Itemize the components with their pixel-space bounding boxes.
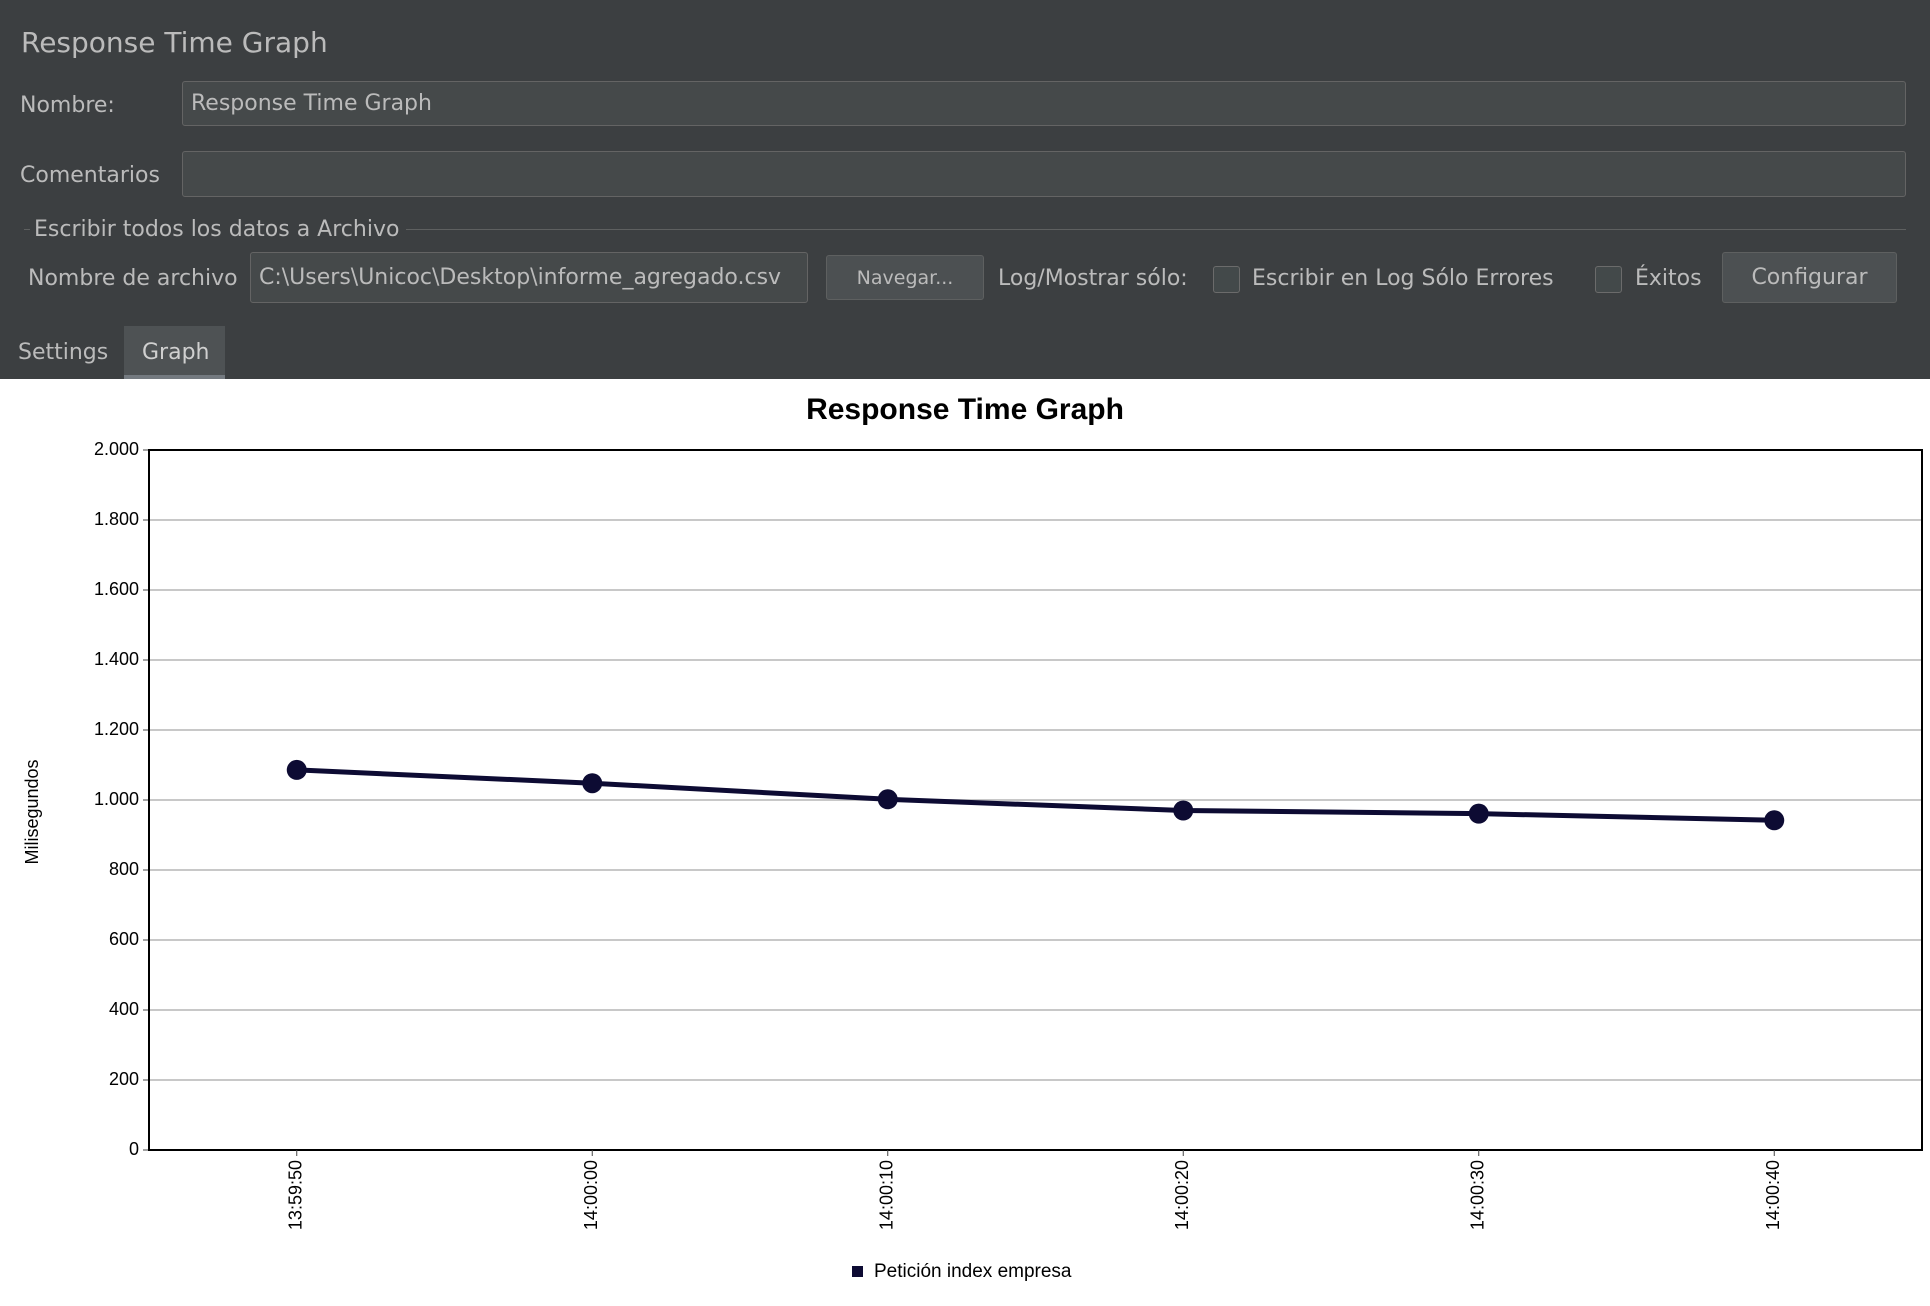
- series-line: [296, 767, 1775, 823]
- y-tick-label: 1.600: [94, 579, 139, 599]
- plot-frame: [148, 449, 1923, 1151]
- x-tick-label: 14:00:30: [1468, 1160, 1488, 1230]
- name-input[interactable]: Response Time Graph: [182, 81, 1906, 126]
- legend-swatch: [852, 1266, 863, 1277]
- tab-label: Graph: [142, 340, 210, 365]
- file-value: C:\Users\Unicoc\Desktop\informe_agregado…: [259, 265, 782, 290]
- file-input[interactable]: C:\Users\Unicoc\Desktop\informe_agregado…: [250, 252, 808, 303]
- y-tick-label: 600: [109, 929, 139, 949]
- y-tick-label: 1.200: [94, 719, 139, 739]
- point: [1173, 800, 1194, 821]
- x-tick-label: 13:59:50: [286, 1160, 306, 1230]
- point: [286, 759, 307, 780]
- x-tick-label: 14:00:40: [1763, 1160, 1783, 1230]
- y-tick-label: 200: [109, 1069, 139, 1089]
- name-label: Nombre:: [20, 93, 115, 118]
- comments-label: Comentarios: [20, 163, 160, 188]
- x-tick-label: 14:00:00: [581, 1160, 601, 1230]
- group-line: [24, 229, 30, 230]
- browse-button[interactable]: Navegar...: [826, 255, 984, 300]
- chart: Response Time Graph Milisegundos 0 200 400…: [22, 393, 1923, 1282]
- legend-label: Petición index empresa: [874, 1261, 1072, 1282]
- x-tick-label: 14:00:20: [1172, 1160, 1192, 1230]
- errors-label: Escribir en Log Sólo Errores: [1252, 266, 1554, 291]
- point: [582, 773, 603, 794]
- x-tick-label: 14:00:10: [877, 1160, 897, 1230]
- y-axis-label: Milisegundos: [22, 759, 42, 864]
- y-tick-label: 800: [109, 859, 139, 879]
- success-checkbox[interactable]: [1595, 266, 1622, 293]
- tab-active[interactable]: Graph: [124, 326, 225, 379]
- name-value: Response Time Graph: [191, 91, 432, 116]
- y-tick-label: 2.000: [94, 439, 139, 459]
- settings-panel: Response Time Graph Nombre: Response Tim…: [0, 0, 1930, 379]
- y-tick-label: 1.000: [94, 789, 139, 809]
- comments-input[interactable]: [182, 151, 1906, 197]
- configure-button[interactable]: Configurar: [1722, 252, 1897, 303]
- group-line: [406, 229, 1906, 230]
- success-label: Éxitos: [1635, 266, 1702, 291]
- y-tick-label: 0: [129, 1139, 139, 1159]
- file-label: Nombre de archivo: [28, 266, 238, 291]
- point: [877, 789, 898, 810]
- errors-checkbox[interactable]: [1213, 266, 1240, 293]
- panel-title: Response Time Graph: [21, 26, 328, 59]
- y-tick-label: 1.400: [94, 649, 139, 669]
- chart-title: Response Time Graph: [806, 393, 1124, 426]
- y-tick-label: 1.800: [94, 509, 139, 529]
- group-label: Escribir todos los datos a Archivo: [34, 217, 400, 242]
- tab[interactable]: Settings: [18, 340, 109, 365]
- point: [1764, 810, 1785, 831]
- point: [1468, 803, 1489, 824]
- log-label: Log/Mostrar sólo:: [998, 266, 1188, 291]
- y-tick-label: 400: [109, 999, 139, 1019]
